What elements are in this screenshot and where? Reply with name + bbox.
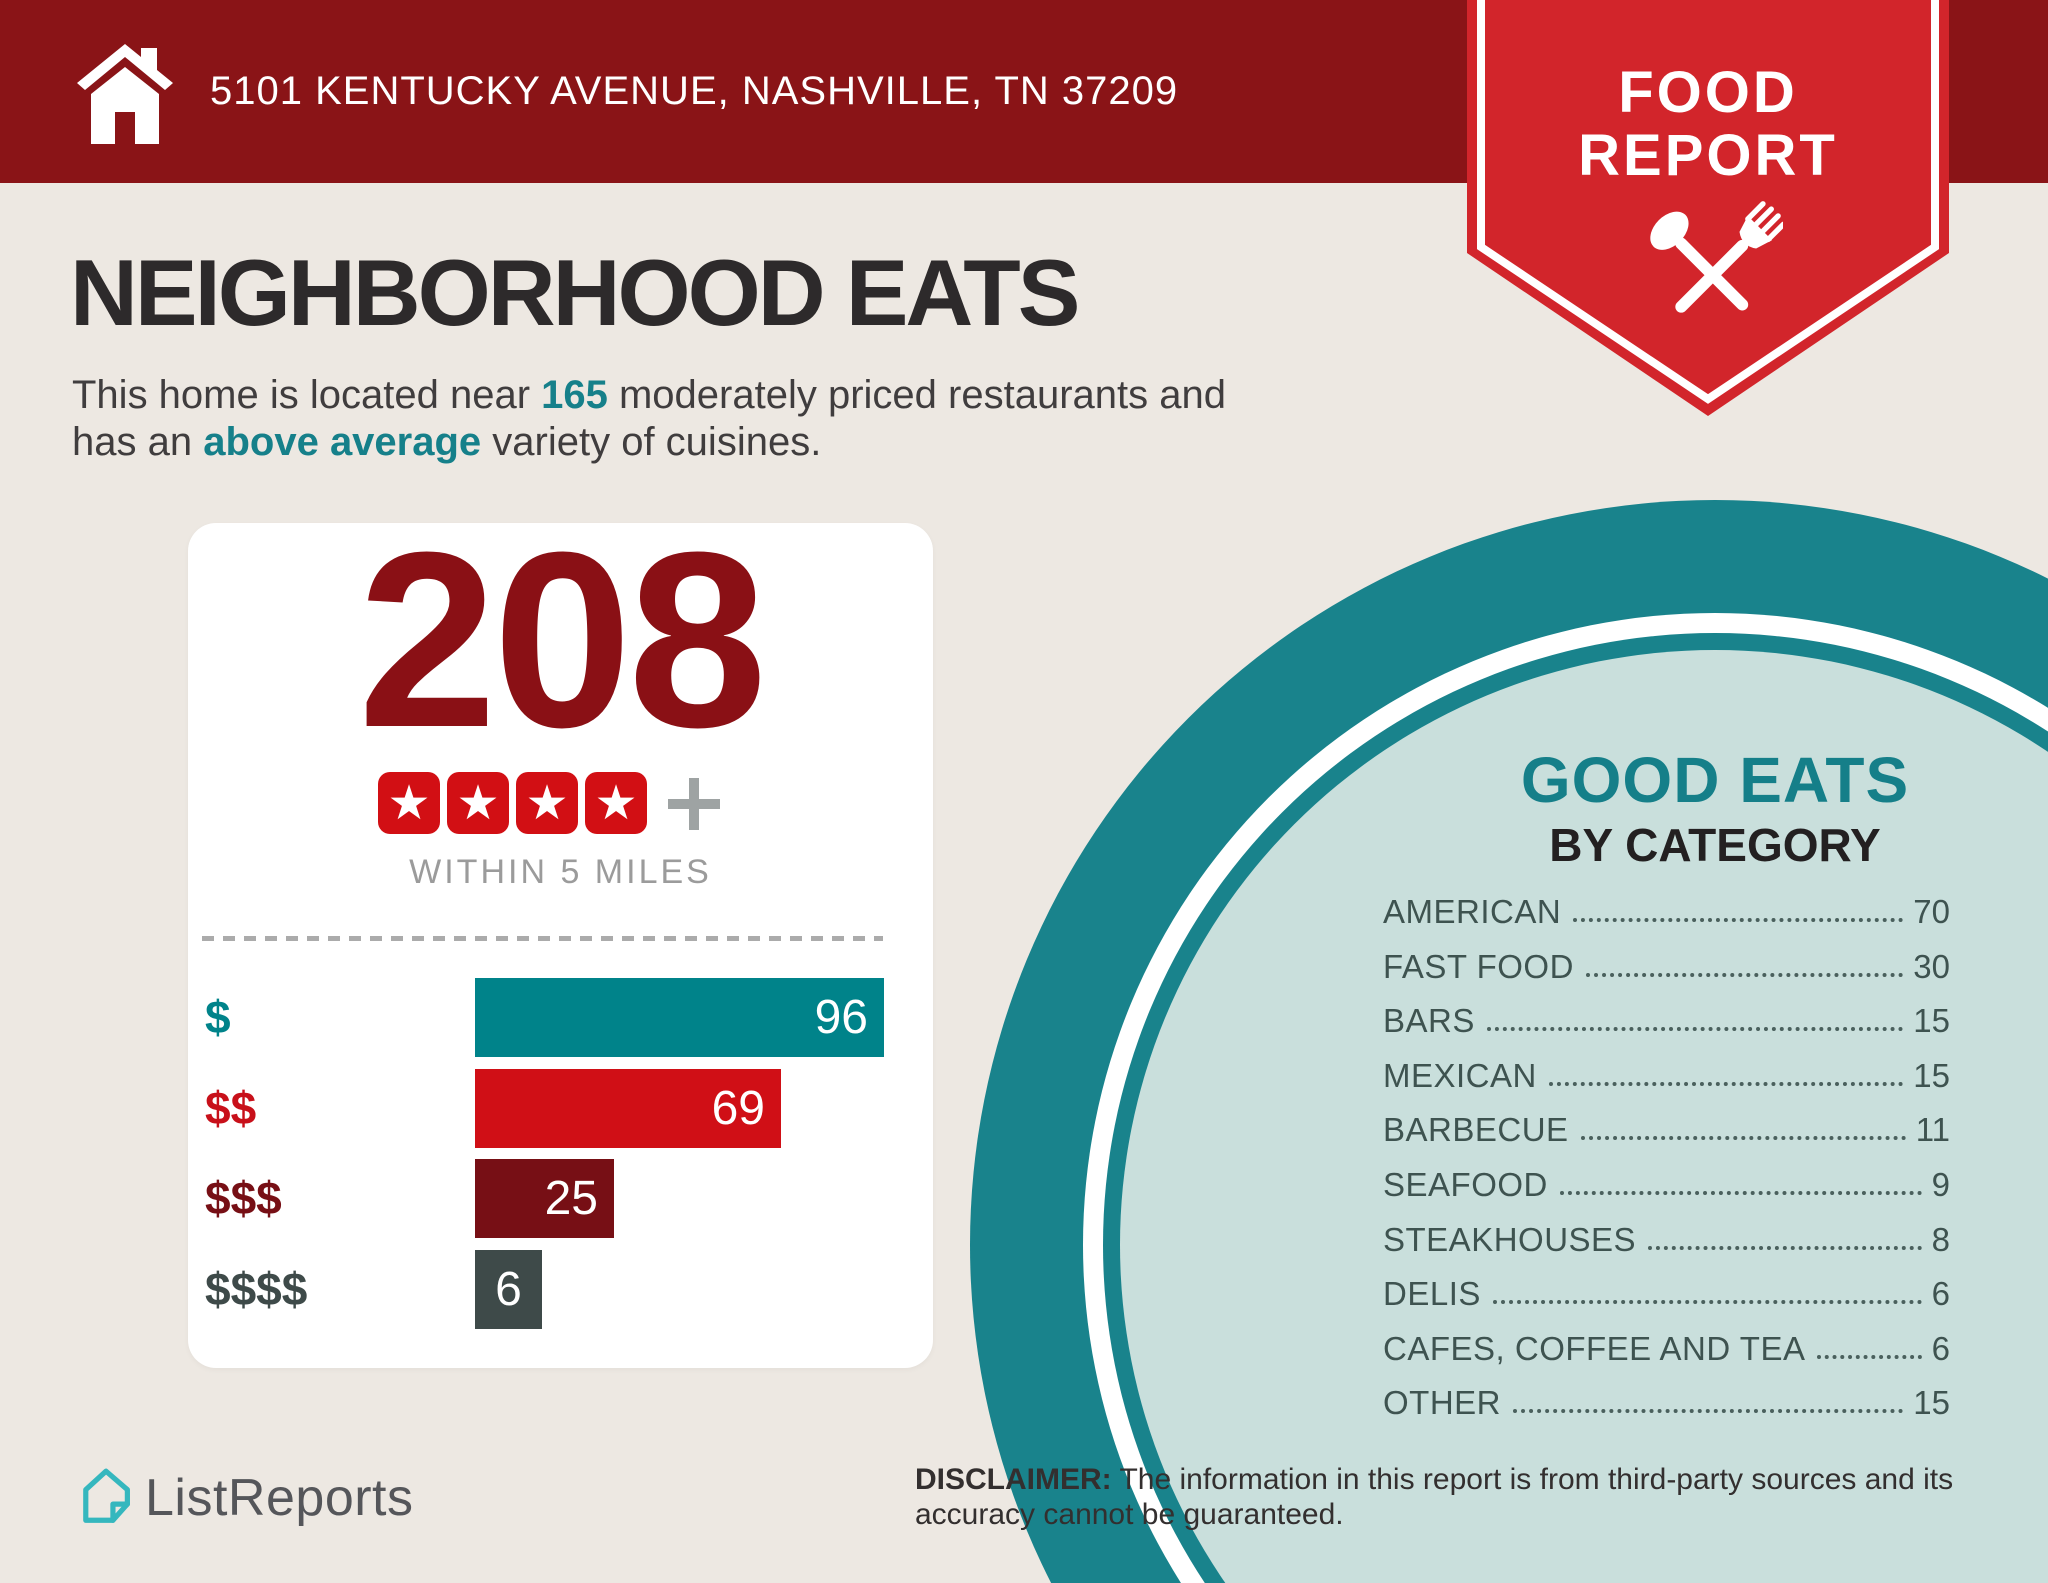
category-row: BARBECUE 11 xyxy=(1383,1108,1950,1152)
price-tier-row: $96 xyxy=(0,978,2048,1057)
variety-highlight: above average xyxy=(203,420,482,464)
price-tier-row: $$$$ 6 xyxy=(0,1250,2048,1329)
category-label: AMERICAN xyxy=(1383,893,1562,930)
dotted-leader xyxy=(1817,1355,1922,1359)
page-title: NEIGHBORHOOD EATS xyxy=(70,240,1080,345)
category-row: STEAKHOUSES 8 xyxy=(1383,1218,1950,1262)
price-tier-label: $ xyxy=(205,991,231,1043)
plus-icon xyxy=(668,778,720,830)
dotted-leader xyxy=(1548,1082,1904,1086)
category-value: 15 xyxy=(1913,1002,1950,1039)
spoon-fork-icon xyxy=(1650,201,1783,313)
category-label: STEAKHOUSES xyxy=(1383,1221,1637,1258)
ribbon-title-line2: REPORT xyxy=(1578,123,1838,188)
rating-star-icon: ★ xyxy=(447,772,509,834)
price-tier-label: $$$$ xyxy=(205,1263,308,1315)
category-value: 15 xyxy=(1913,1384,1950,1421)
category-row: AMERICAN 70 xyxy=(1383,890,1950,934)
category-label: DELIS xyxy=(1383,1275,1481,1312)
dashed-divider xyxy=(202,936,883,941)
category-row: CAFES, COFFEE AND TEA 6 xyxy=(1383,1327,1950,1371)
price-tier-bar: 25 xyxy=(475,1159,614,1238)
price-tier-row: $$$ 25 xyxy=(0,1159,2048,1238)
category-value: 8 xyxy=(1931,1221,1950,1258)
price-tier-row: $$ 69 xyxy=(0,1069,2048,1148)
price-tier-value: 69 xyxy=(711,1082,765,1135)
price-tier-bar: 96 xyxy=(475,978,884,1057)
food-report-ribbon xyxy=(1467,0,1949,416)
intro-line1: This home is located near 165 moderately… xyxy=(72,373,1226,417)
category-label: BARBECUE xyxy=(1383,1111,1569,1148)
category-label: OTHER xyxy=(1383,1384,1501,1421)
category-label: FAST FOOD xyxy=(1383,948,1574,985)
dotted-leader xyxy=(1585,973,1904,977)
dotted-leader xyxy=(1492,1300,1922,1304)
good-eats-subtitle: BY CATEGORY xyxy=(1549,819,1881,871)
dotted-leader xyxy=(1648,1246,1922,1250)
category-value: 15 xyxy=(1913,1057,1950,1094)
disclaimer: DISCLAIMER: The information in this repo… xyxy=(915,1462,2015,1532)
price-tier-label: $$ xyxy=(205,1082,257,1134)
dotted-leader xyxy=(1486,1027,1904,1031)
category-value: 6 xyxy=(1931,1330,1950,1367)
radius-label: WITHIN 5 MILES xyxy=(409,853,712,891)
price-tier-bar: 6 xyxy=(475,1250,542,1329)
brand-name: ListReports xyxy=(145,1469,414,1527)
ribbon-title-line1: FOOD xyxy=(1618,60,1798,125)
category-value: 11 xyxy=(1915,1111,1950,1148)
category-row: BARS 15 xyxy=(1383,999,1950,1043)
star-rating: ★ ★ ★ ★ xyxy=(378,772,647,834)
rating-star-icon: ★ xyxy=(378,772,440,834)
restaurant-count: 165 xyxy=(541,373,608,417)
disclaimer-line1: DISCLAIMER: The information in this repo… xyxy=(915,1463,1954,1496)
rating-star-icon: ★ xyxy=(516,772,578,834)
disclaimer-line2: accuracy cannot be guaranteed. xyxy=(915,1498,1344,1531)
good-eats-title: GOOD EATS xyxy=(1520,744,1910,816)
category-row: FAST FOOD 30 xyxy=(1383,945,1950,989)
price-tier-bar: 69 xyxy=(475,1069,781,1148)
category-value: 6 xyxy=(1931,1275,1950,1312)
category-label: CAFES, COFFEE AND TEA xyxy=(1383,1330,1806,1367)
price-tier-value: 6 xyxy=(495,1263,522,1316)
dotted-leader xyxy=(1513,1409,1904,1413)
category-label: MEXICAN xyxy=(1383,1057,1537,1094)
dotted-leader xyxy=(1580,1136,1906,1140)
property-address: 5101 KENTUCKY AVENUE, NASHVILLE, TN 3720… xyxy=(210,69,1179,113)
price-tier-label: $$$ xyxy=(205,1172,282,1224)
category-row: SEAFOOD 9 xyxy=(1383,1163,1950,1207)
price-tier-value: 25 xyxy=(544,1172,598,1225)
category-row: OTHER 15 xyxy=(1383,1381,1950,1425)
category-value: 70 xyxy=(1913,893,1950,930)
category-value: 30 xyxy=(1913,948,1950,985)
home-icon xyxy=(77,44,173,144)
category-value: 9 xyxy=(1931,1166,1950,1203)
intro-line2: has an above average variety of cuisines… xyxy=(72,420,822,464)
intro-copy: This home is located near 165 moderately… xyxy=(72,372,1226,466)
rating-star-icon: ★ xyxy=(585,772,647,834)
category-row: DELIS 6 xyxy=(1383,1272,1950,1316)
listreports-logo-icon xyxy=(83,1468,130,1523)
category-label: SEAFOOD xyxy=(1383,1166,1548,1203)
dotted-leader xyxy=(1573,918,1904,922)
total-restaurants: 208 xyxy=(357,500,767,779)
category-row: MEXICAN 15 xyxy=(1383,1054,1950,1098)
price-tier-value: 96 xyxy=(814,991,868,1044)
category-label: BARS xyxy=(1383,1002,1475,1039)
dotted-leader xyxy=(1559,1191,1922,1195)
